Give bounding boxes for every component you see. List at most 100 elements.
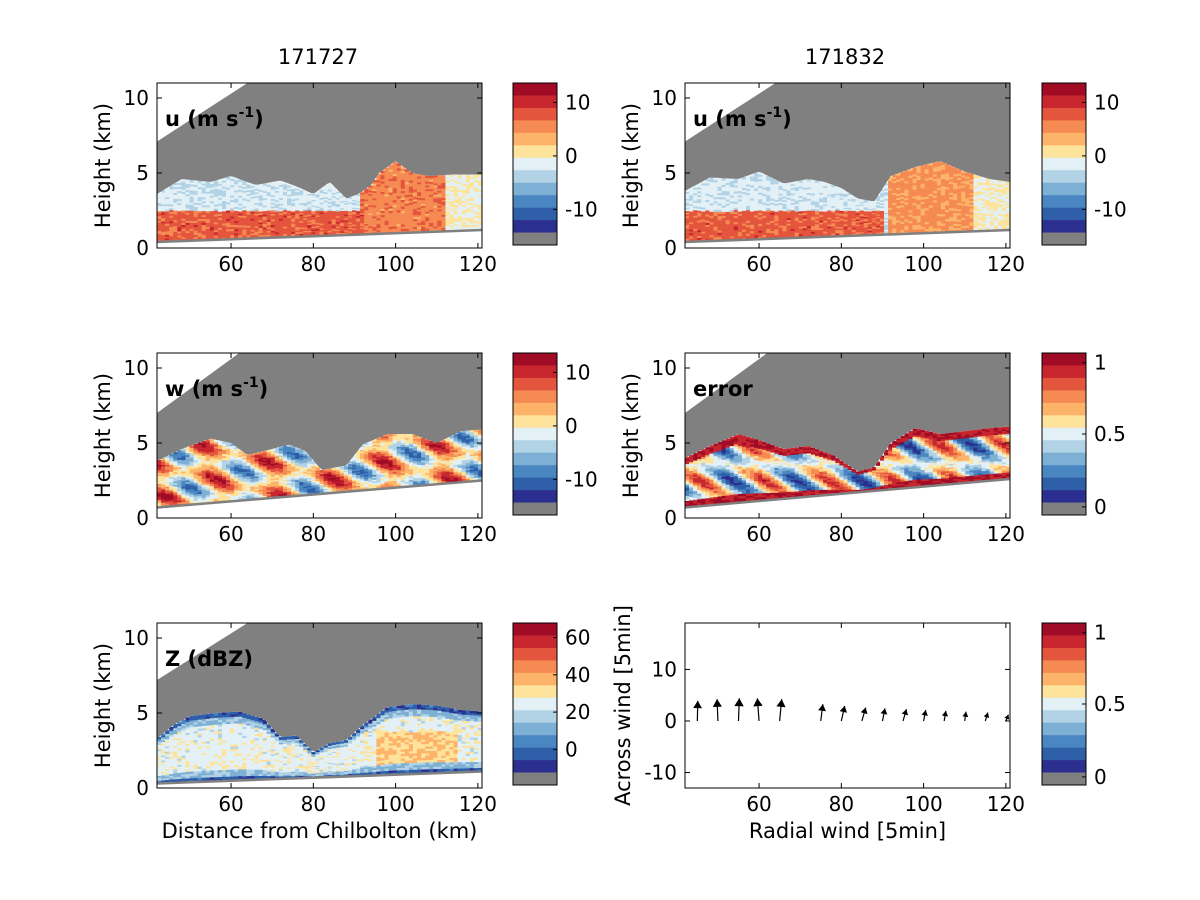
heatmap-cell [880, 200, 885, 202]
heatmap-cell [916, 197, 922, 201]
heatmap-cell [827, 210, 832, 213]
heatmap-cell [173, 229, 178, 232]
heatmap-cell [445, 191, 450, 195]
heatmap-cell [205, 214, 211, 218]
heatmap-cell [234, 198, 239, 201]
heatmap-cell [331, 192, 337, 195]
heatmap-cell [445, 216, 450, 219]
heatmap-cell [335, 214, 341, 217]
heatmap-cell [368, 191, 373, 194]
heatmap-cell [266, 221, 272, 224]
heatmap-cell [266, 201, 272, 204]
heatmap-cell [404, 177, 410, 181]
heatmap-cell [169, 190, 174, 194]
heatmap-cell [307, 220, 312, 223]
heatmap-cell [786, 210, 792, 213]
heatmap-cell [421, 199, 426, 203]
heatmap-cell [364, 206, 369, 209]
heatmap-cell [961, 195, 966, 198]
heatmap-cell [185, 224, 190, 227]
heatmap-cell [230, 193, 235, 196]
heatmap-cell [396, 223, 402, 227]
heatmap-cell [875, 211, 881, 214]
heatmap-cell [437, 227, 442, 231]
heatmap-cell [713, 198, 718, 202]
heatmap-cell [904, 206, 909, 209]
heatmap-cell [819, 227, 824, 230]
heatmap-cell [287, 188, 292, 192]
heatmap-cell [161, 198, 166, 201]
heatmap-cell [908, 214, 913, 217]
heatmap-cell [477, 207, 482, 211]
heatmap-cell [412, 218, 418, 222]
heatmap-cell [412, 189, 418, 192]
heatmap-cell [189, 190, 194, 193]
heatmap-cell [217, 183, 223, 186]
heatmap-cell [863, 221, 869, 223]
heatmap-cell [798, 209, 804, 212]
heatmap-cell [745, 177, 751, 181]
heatmap-cell [880, 189, 885, 192]
heatmap-cell [949, 212, 954, 215]
heatmap-cell [234, 230, 239, 234]
heatmap-cell [859, 229, 865, 232]
heatmap-cell [705, 187, 710, 190]
heatmap-cell [343, 225, 349, 227]
heatmap-cell [157, 200, 162, 203]
heatmap-cell [961, 227, 966, 231]
heatmap-cell [953, 197, 958, 201]
heatmap-cell [335, 215, 341, 218]
heatmap-cell [335, 197, 341, 200]
heatmap-cell [197, 214, 203, 218]
heatmap-cell [875, 212, 881, 215]
heatmap-cell [839, 212, 844, 215]
heatmap-cell [936, 163, 942, 167]
heatmap-cell [461, 178, 467, 181]
heatmap-cell [396, 200, 402, 204]
heatmap-cell [352, 228, 357, 230]
heatmap-cell [189, 198, 194, 201]
heatmap-cell [311, 230, 316, 233]
heatmap-cell [794, 218, 800, 222]
heatmap-cell [242, 202, 247, 205]
heatmap-cell [957, 177, 962, 180]
heatmap-cell [177, 208, 182, 212]
heatmap-cell [380, 174, 385, 178]
heatmap-cell [339, 218, 345, 221]
heatmap-cell [437, 225, 442, 229]
heatmap-cell [819, 209, 824, 212]
heatmap-cell [161, 477, 166, 480]
heatmap-cell [477, 183, 482, 187]
heatmap-cell [278, 224, 284, 227]
heatmap-cell [977, 185, 982, 188]
heatmap-cell [754, 223, 759, 227]
heatmap-cell [307, 212, 312, 215]
heatmap-cell [173, 194, 178, 197]
heatmap-cell [392, 166, 398, 170]
heatmap-cell [993, 196, 999, 199]
heatmap-cell [932, 197, 938, 201]
heatmap-cell [961, 172, 966, 176]
heatmap-cell [900, 186, 905, 189]
heatmap-cell [307, 196, 312, 199]
heatmap-cell [339, 225, 345, 228]
heatmap-cell [961, 207, 966, 210]
heatmap-cell [441, 195, 446, 199]
heatmap-cell [737, 229, 743, 233]
heatmap-cell [400, 221, 406, 225]
heatmap-cell [222, 202, 227, 206]
heatmap-cell [254, 234, 259, 237]
heatmap-cell [770, 179, 775, 183]
heatmap-cell [1005, 220, 1010, 223]
heatmap-cell [323, 218, 329, 221]
heatmap-cell [810, 210, 816, 213]
heatmap-cell [819, 223, 824, 227]
heatmap-cell [473, 217, 479, 220]
heatmap-cell [266, 199, 272, 202]
heatmap-cell [335, 224, 341, 227]
heatmap-cell [165, 477, 170, 481]
heatmap-cell [754, 199, 759, 202]
heatmap-cell [912, 171, 917, 175]
heatmap-cell [741, 193, 747, 197]
heatmap-cell [356, 223, 361, 226]
